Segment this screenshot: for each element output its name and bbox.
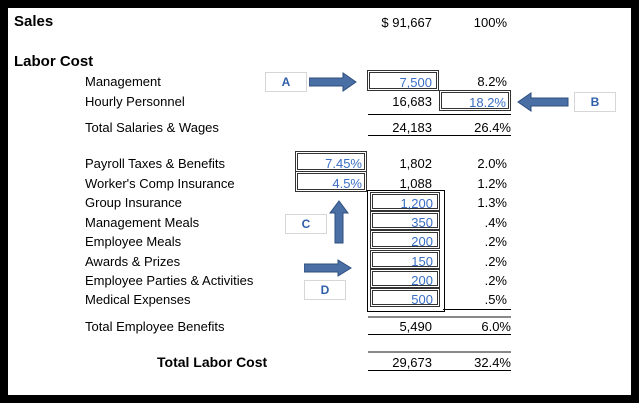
management-meals-label: Management Meals (85, 215, 200, 230)
total-labor-label: Total Labor Cost (157, 354, 268, 370)
management-meals-percent: .4% (484, 215, 507, 230)
total-labor-percent: 32.4% (432, 355, 511, 371)
callout-a: A (265, 72, 307, 92)
group-insurance-input[interactable]: 1,200 (370, 192, 440, 211)
employee-meals-percent: .2% (484, 234, 507, 249)
payroll-taxes-label: Payroll Taxes & Benefits (85, 156, 225, 171)
medical-expenses-percent: .5% (484, 292, 507, 307)
callout-b: B (574, 92, 616, 112)
awards-prizes-input[interactable]: 150 (370, 250, 440, 269)
percent-column-underline (443, 309, 511, 310)
workers-comp-label: Worker's Comp Insurance (85, 176, 235, 191)
payroll-taxes-rate-input[interactable]: 7.45% (295, 151, 367, 172)
group-insurance-label: Group Insurance (85, 195, 182, 210)
arrow-up-c-icon (329, 200, 349, 244)
sales-percent: 100% (473, 15, 507, 30)
total-salaries-label: Total Salaries & Wages (85, 120, 219, 135)
input-column-frame (367, 190, 445, 312)
sales-amount: $ 91,667 (381, 15, 432, 30)
total-benefits-percent: 6.0% (432, 319, 511, 335)
employee-meals-label: Employee Meals (85, 234, 182, 249)
employee-meals-input[interactable]: 200 (370, 230, 440, 249)
arrow-right-a-icon (309, 72, 357, 92)
hourly-personnel-percent-input[interactable]: 18.2% (439, 90, 511, 111)
management-label: Management (85, 74, 161, 89)
total-salaries-amount: 24,183 (368, 120, 432, 136)
workers-comp-percent: 1.2% (477, 176, 507, 191)
total-benefits-label: Total Employee Benefits (85, 319, 225, 334)
total-benefits-overline (368, 316, 511, 318)
total-labor-amount: 29,673 (368, 355, 432, 371)
spreadsheet-page: Sales $ 91,667 100% Labor Cost Managemen… (8, 8, 631, 395)
management-amount-input[interactable]: 7,500 (367, 70, 439, 91)
hourly-personnel-label: Hourly Personnel (85, 94, 185, 109)
sales-label: Sales (14, 13, 54, 30)
medical-expenses-input[interactable]: 500 (370, 288, 440, 307)
arrow-left-b-icon (517, 92, 569, 112)
callout-d: D (304, 280, 346, 300)
employee-parties-label: Employee Parties & Activities (85, 273, 254, 288)
total-salaries-overline (368, 114, 511, 115)
workers-comp-rate-input[interactable]: 4.5% (295, 171, 367, 192)
management-percent: 8.2% (477, 74, 507, 89)
hourly-personnel-amount: 16,683 (392, 94, 432, 109)
arrow-right-d-icon (304, 259, 352, 277)
awards-prizes-percent: .2% (484, 254, 507, 269)
payroll-taxes-amount: 1,802 (399, 156, 432, 171)
employee-parties-input[interactable]: 200 (370, 269, 440, 288)
total-salaries-percent: 26.4% (432, 120, 511, 136)
payroll-taxes-percent: 2.0% (477, 156, 507, 171)
employee-parties-percent: .2% (484, 273, 507, 288)
management-meals-input[interactable]: 350 (370, 211, 440, 230)
labor-cost-heading: Labor Cost (14, 53, 94, 70)
group-insurance-percent: 1.3% (477, 195, 507, 210)
total-benefits-amount: 5,490 (368, 319, 432, 335)
workers-comp-amount: 1,088 (399, 176, 432, 191)
callout-c: C (285, 214, 327, 234)
awards-prizes-label: Awards & Prizes (85, 254, 181, 269)
total-labor-overline (368, 351, 511, 353)
medical-expenses-label: Medical Expenses (85, 292, 191, 307)
